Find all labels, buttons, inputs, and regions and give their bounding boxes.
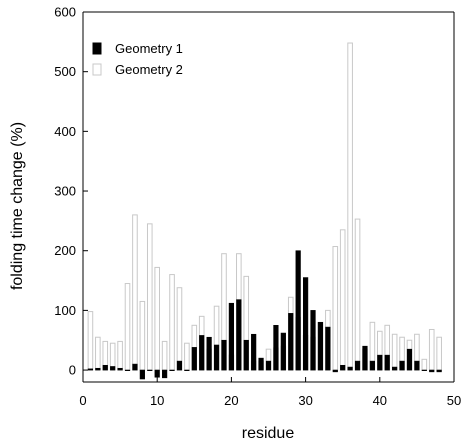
bar-geometry-1 (199, 335, 205, 371)
bar-geometry-1 (251, 333, 257, 371)
bar-geometry-1 (377, 354, 383, 371)
bar-geometry-1 (95, 367, 101, 371)
bar-geometry-1 (414, 360, 420, 371)
bar-geometry-1 (421, 369, 427, 371)
bar-geometry-1 (362, 345, 368, 371)
bar-geometry-1 (191, 347, 197, 371)
bar-geometry-1 (221, 339, 227, 371)
x-tick-label: 40 (373, 393, 387, 408)
y-tick-label: 600 (54, 5, 76, 20)
y-tick-label: 500 (54, 64, 76, 79)
bar-geometry-1 (317, 322, 324, 371)
bar-geometry-1 (176, 360, 183, 371)
bar-geometry-1 (117, 367, 123, 371)
legend-label-geometry-1: Geometry 1 (115, 41, 183, 56)
bar-geometry-1 (258, 357, 264, 371)
bar-geometry-1 (392, 366, 398, 371)
x-tick-label: 30 (298, 393, 312, 408)
legend: Geometry 1 Geometry 2 (92, 41, 183, 77)
bar-geometry-2 (176, 287, 183, 371)
bar-geometry-2 (87, 311, 94, 371)
legend-swatch-geometry-2 (92, 63, 102, 76)
bar-geometry-1 (213, 344, 220, 371)
bar-geometry-2 (109, 342, 116, 371)
bar-geometry-2 (161, 340, 168, 371)
ticks: 0 100 200 300 400 500 600 0 10 20 30 40 50 (54, 5, 461, 409)
bar-geometry-1 (280, 332, 286, 371)
x-tick-label: 10 (150, 393, 164, 408)
bar-geometry-1 (124, 369, 131, 371)
bar-geometry-2 (132, 214, 138, 371)
axes (82, 11, 455, 383)
bar-geometry-2 (391, 333, 398, 371)
bar-geometry-1 (340, 364, 346, 371)
y-axis-label: folding time change (%) (9, 122, 26, 290)
bar-geometry-1 (295, 250, 301, 371)
bar-geometry-2 (428, 328, 435, 371)
bar-geometry-2 (184, 342, 190, 371)
y-tick-label: 400 (54, 124, 76, 139)
bar-geometry-2 (332, 246, 339, 371)
bar-geometry-1 (228, 302, 235, 371)
bar-geometry-1 (132, 363, 138, 371)
x-axis-label: residue (242, 425, 295, 442)
bar-geometry-1 (436, 369, 442, 373)
bar-geometry-1 (169, 369, 175, 371)
y-tick-label: 200 (54, 243, 76, 258)
x-tick-label: 50 (447, 393, 461, 408)
bar-geometry-2 (347, 42, 353, 371)
bar-geometry-1 (236, 299, 242, 371)
bar-geometry-2 (339, 229, 346, 371)
bar-geometry-2 (146, 223, 153, 371)
legend-swatch-geometry-1 (92, 42, 102, 55)
series-geometry-1-bars (87, 250, 442, 380)
x-tick-label: 0 (79, 393, 86, 408)
bar-geometry-1 (384, 354, 390, 371)
bar-geometry-1 (302, 277, 309, 371)
bar-geometry-1 (147, 369, 153, 371)
x-tick-label: 20 (224, 393, 238, 408)
bar-geometry-1 (206, 336, 212, 371)
bar-geometry-2 (354, 218, 361, 371)
bar-geometry-1 (406, 348, 413, 371)
bar-geometry-1 (87, 368, 94, 371)
bar-geometry-2 (95, 336, 101, 371)
bar-geometry-2 (436, 336, 442, 371)
bar-geometry-1 (273, 325, 279, 371)
bar-geometry-1 (162, 369, 168, 379)
bar-geometry-1 (369, 360, 375, 371)
bar-geometry-1 (354, 360, 361, 371)
series-geometry-2-bars (87, 42, 442, 371)
legend-label-geometry-2: Geometry 2 (115, 62, 183, 77)
bar-geometry-1 (102, 364, 108, 371)
bar-geometry-1 (184, 369, 190, 371)
bar-geometry-2 (117, 340, 123, 371)
bar-geometry-1 (265, 360, 272, 371)
y-tick-label: 300 (54, 184, 76, 199)
bar-geometry-1 (310, 310, 316, 371)
bar-geometry-2 (154, 266, 160, 371)
y-tick-label: 0 (69, 363, 76, 378)
bar-geometry-1 (139, 369, 145, 380)
y-tick-label: 100 (54, 303, 76, 318)
bar-geometry-1 (332, 369, 338, 373)
bar-geometry-1 (288, 313, 294, 371)
bar-geometry-2 (421, 358, 428, 371)
bar-geometry-1 (325, 326, 331, 371)
bar-geometry-1 (110, 366, 116, 371)
bar-geometry-2 (124, 283, 131, 371)
bar-geometry-1 (347, 366, 353, 371)
bar-geometry-1 (154, 369, 160, 378)
bar-geometry-1 (399, 360, 405, 371)
bar-geometry-2 (139, 300, 146, 371)
bar-geometry-1 (243, 339, 249, 371)
bar-geometry-2 (169, 274, 175, 371)
bar-geometry-1 (429, 369, 435, 373)
